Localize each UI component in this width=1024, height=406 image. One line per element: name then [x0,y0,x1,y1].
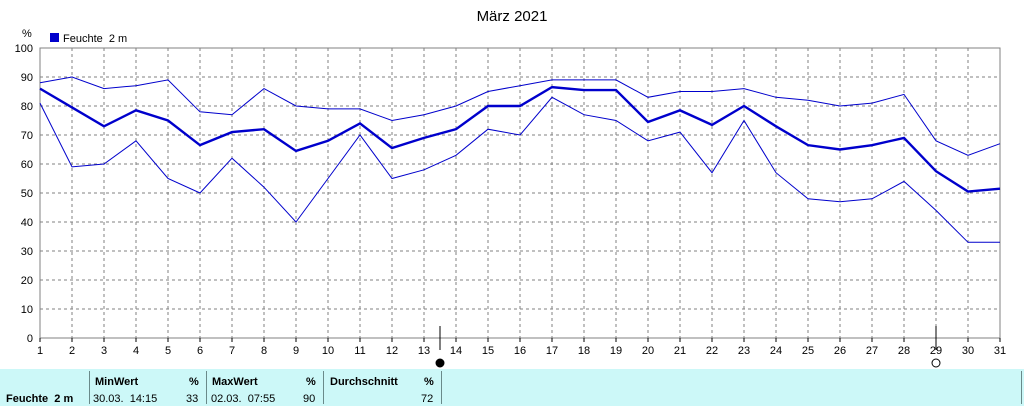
x-tick-label: 23 [738,345,750,357]
x-tick-label: 14 [450,345,462,357]
y-tick-label: 10 [21,304,33,316]
y-tick-label: 50 [21,188,33,200]
x-tick-label: 4 [133,345,139,357]
stats-divider [323,371,324,404]
y-tick-label: 100 [15,43,33,55]
x-tick-label: 27 [866,345,878,357]
y-tick-label: 0 [27,333,33,345]
avg-label: Durchschnitt [330,376,398,388]
x-tick-label: 19 [610,345,622,357]
stats-divider [89,371,90,404]
min-label: MinWert [95,376,139,388]
stats-divider [206,371,207,404]
x-tick-label: 15 [482,345,494,357]
x-tick-label: 9 [293,345,299,357]
max-value: 90 [303,393,316,405]
max-time: 02.03. 07:55 [211,393,276,405]
avg-unit: % [424,376,434,388]
x-tick-label: 2 [69,345,75,357]
stats-bar: Feuchte 2 m MinWert % 30.03. 14:15 33 Ma… [0,369,1024,406]
x-tick-label: 12 [386,345,398,357]
x-tick-label: 6 [197,345,203,357]
x-tick-label: 25 [802,345,814,357]
x-tick-label: 11 [354,345,365,357]
chart-title: März 2021 [477,8,548,25]
x-tick-label: 1 [37,345,43,357]
legend-swatch [50,33,59,42]
x-tick-label: 20 [642,345,654,357]
avg-value: 72 [421,393,434,405]
x-tick-label: 30 [962,345,974,357]
x-tick-label: 28 [898,345,910,357]
series-lines [39,76,1001,243]
series-line-max [39,76,1001,156]
y-tick-label: 70 [21,130,33,142]
x-tick-label: 22 [706,345,718,357]
x-tick-label: 10 [322,345,334,357]
x-tick-label: 31 [994,345,1006,357]
y-tick-label: 80 [21,101,33,113]
x-tick-label: 21 [674,345,686,357]
full-moon-icon [931,358,941,368]
legend-label: Feuchte 2 m [63,33,127,45]
y-tick-label: 20 [21,275,33,287]
x-tick-label: 18 [578,345,590,357]
max-label: MaxWert [212,376,258,388]
x-tick-label: 5 [165,345,171,357]
humidity-chart: März 2021 % Feuchte 2 m 0 10 20 30 40 50 60 70 8… [15,8,1006,368]
y-axis-ticks: 0 10 20 30 40 50 60 70 80 90 100 [15,43,33,345]
y-tick-label: 90 [21,72,33,84]
min-value: 33 [186,393,199,405]
stats-divider [1021,371,1022,404]
series-line-min [39,96,1000,243]
max-unit: % [306,376,316,388]
new-moon-icon [435,358,445,368]
grid-lines [40,48,1000,338]
x-tick-label: 13 [418,345,430,357]
y-tick-label: 30 [21,246,33,258]
x-tick-label: 29 [930,345,942,357]
min-unit: % [189,376,199,388]
x-tick-label: 3 [101,345,107,357]
x-tick-label: 7 [229,345,235,357]
y-axis-unit: % [22,28,32,40]
x-axis-ticks: 1 2 3 4 5 6 7 8 9 10 11 12 13 14 15 16 17 18 19 20 21 22 23 24 2… [37,338,1006,357]
x-tick-label: 24 [770,345,782,357]
stats-series-label: Feuchte 2 m [6,393,74,405]
stats-divider [441,371,442,404]
series-line-mean [39,85,1001,193]
min-time: 30.03. 14:15 [93,393,158,405]
moon-markers [435,326,941,368]
x-tick-label: 17 [546,345,558,357]
x-tick-label: 8 [261,345,267,357]
x-tick-label: 16 [514,345,526,357]
x-tick-label: 26 [834,345,846,357]
y-tick-label: 60 [21,159,33,171]
y-tick-label: 40 [21,217,33,229]
